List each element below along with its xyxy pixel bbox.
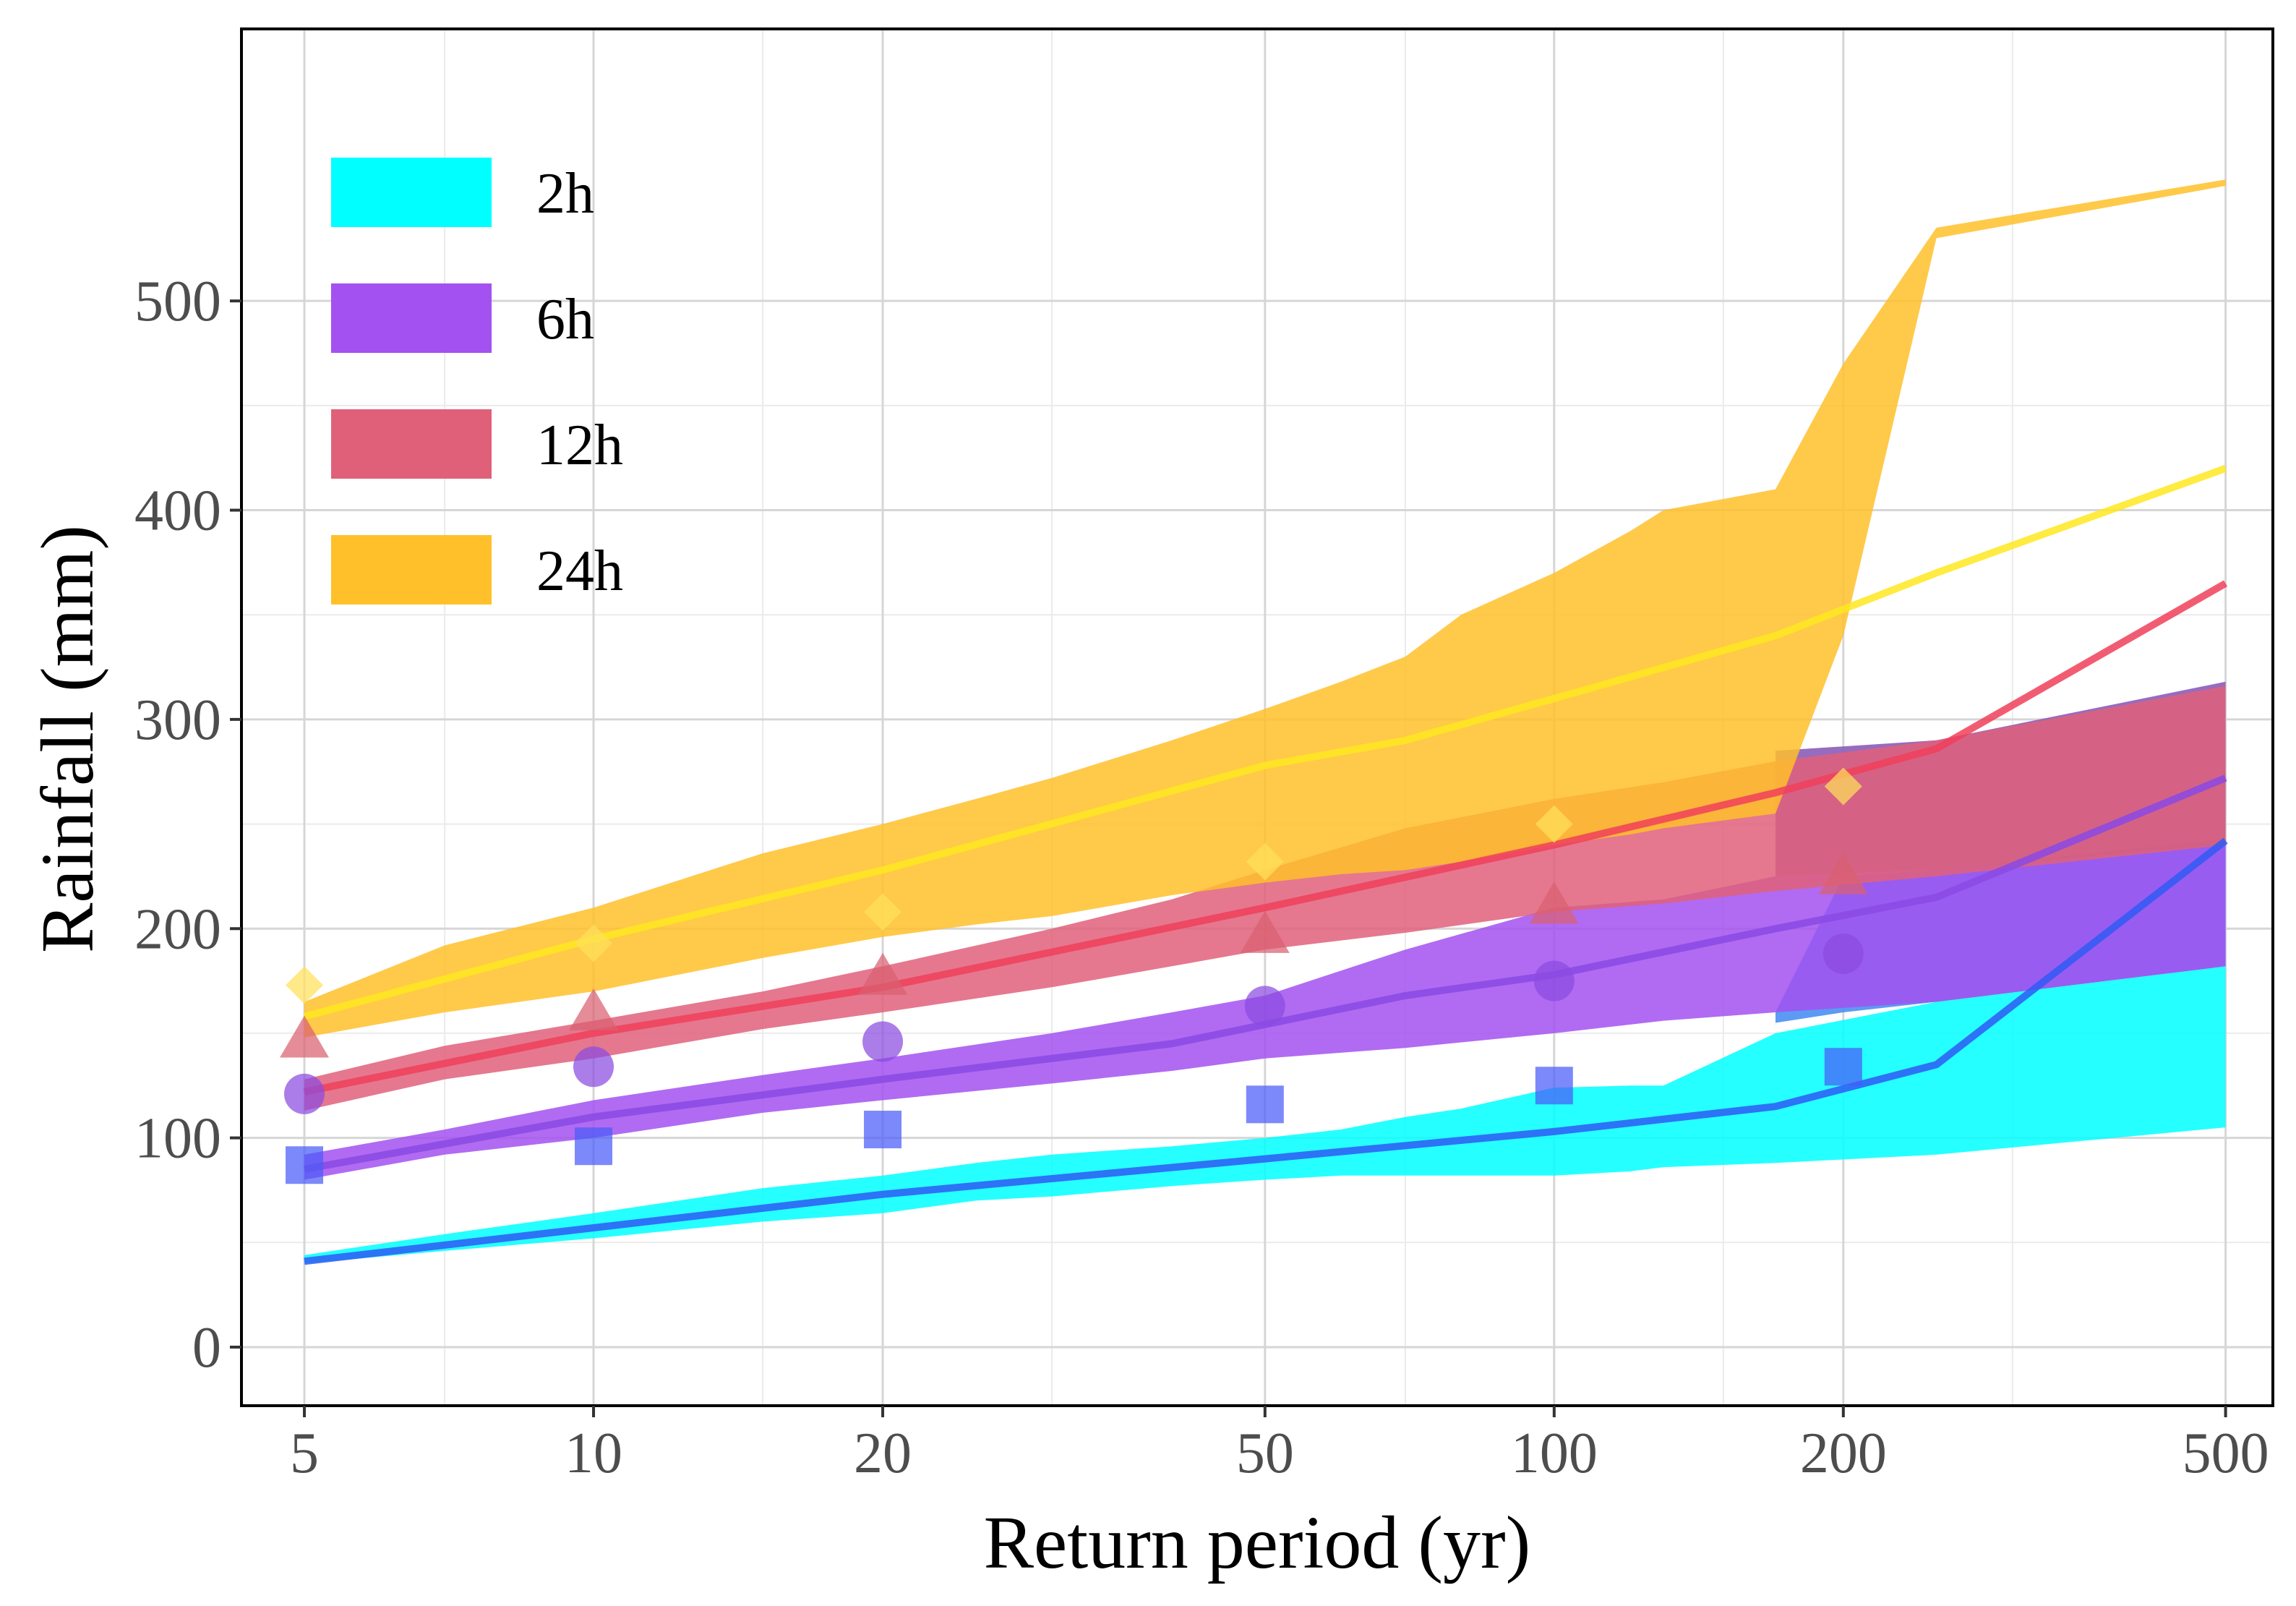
x-tick-label: 20 [854, 1422, 912, 1485]
legend: 2h 6h 12h 24h [331, 158, 623, 605]
point-12h [1529, 881, 1579, 924]
point-2h [286, 1146, 324, 1184]
point-24h [864, 893, 902, 931]
y-tick-labels: 0 100 200 300 400 500 [134, 270, 221, 1380]
x-tick-label: 5 [290, 1422, 319, 1485]
point-12h [569, 988, 619, 1030]
point-6h [1244, 986, 1285, 1027]
point-24h [1535, 805, 1573, 843]
x-tick-label: 50 [1236, 1422, 1294, 1485]
panel-border [240, 27, 2274, 1407]
line-2h [304, 837, 2228, 1265]
y-tick-label: 200 [134, 897, 221, 961]
series-lines [303, 464, 2228, 1265]
y-tick-label: 400 [134, 479, 221, 543]
point-24h [575, 924, 613, 962]
legend-label-2h: 2h [536, 162, 594, 226]
x-tick-label: 10 [565, 1422, 622, 1485]
y-tick-label: 0 [192, 1316, 221, 1380]
point-12h [1240, 910, 1290, 953]
point-6h [1533, 960, 1575, 1001]
x-axis-title: Return period (yr) [984, 1501, 1531, 1584]
point-2h [864, 1111, 902, 1149]
x-tick-label: 200 [1800, 1422, 1887, 1485]
point-12h [280, 1015, 330, 1058]
y-tick-label: 100 [134, 1107, 221, 1171]
point-6h [573, 1046, 614, 1088]
point-6h [1822, 933, 1864, 974]
axis-ticks [230, 299, 2227, 1417]
y-tick-label: 300 [134, 688, 221, 752]
legend-label-6h: 6h [536, 288, 594, 351]
line-24h [303, 464, 2227, 1020]
legend-label-12h: 12h [536, 414, 623, 477]
point-24h [1246, 842, 1284, 881]
x-tick-label: 500 [2183, 1422, 2269, 1485]
y-tick-label: 500 [134, 270, 221, 333]
x-tick-label: 100 [1511, 1422, 1598, 1485]
point-2h [1535, 1067, 1573, 1105]
point-24h [1824, 767, 1862, 806]
point-24h [286, 966, 324, 1004]
line-6h [304, 774, 2227, 1173]
band-2h [304, 966, 2226, 1264]
x-tick-labels: 5 10 20 50 100 200 500 [290, 1422, 2269, 1485]
point-2h [575, 1127, 613, 1166]
point-2h [1824, 1048, 1862, 1086]
y-axis-title: Rainfall (mm) [26, 525, 109, 953]
point-2h [1246, 1085, 1284, 1124]
observed-points [280, 767, 1868, 1184]
legend-label-24h: 24h [536, 539, 623, 603]
point-12h [1818, 852, 1868, 894]
point-6h [862, 1021, 904, 1062]
point-6h [284, 1073, 325, 1114]
line-12h [304, 580, 2228, 1095]
point-12h [858, 952, 908, 995]
